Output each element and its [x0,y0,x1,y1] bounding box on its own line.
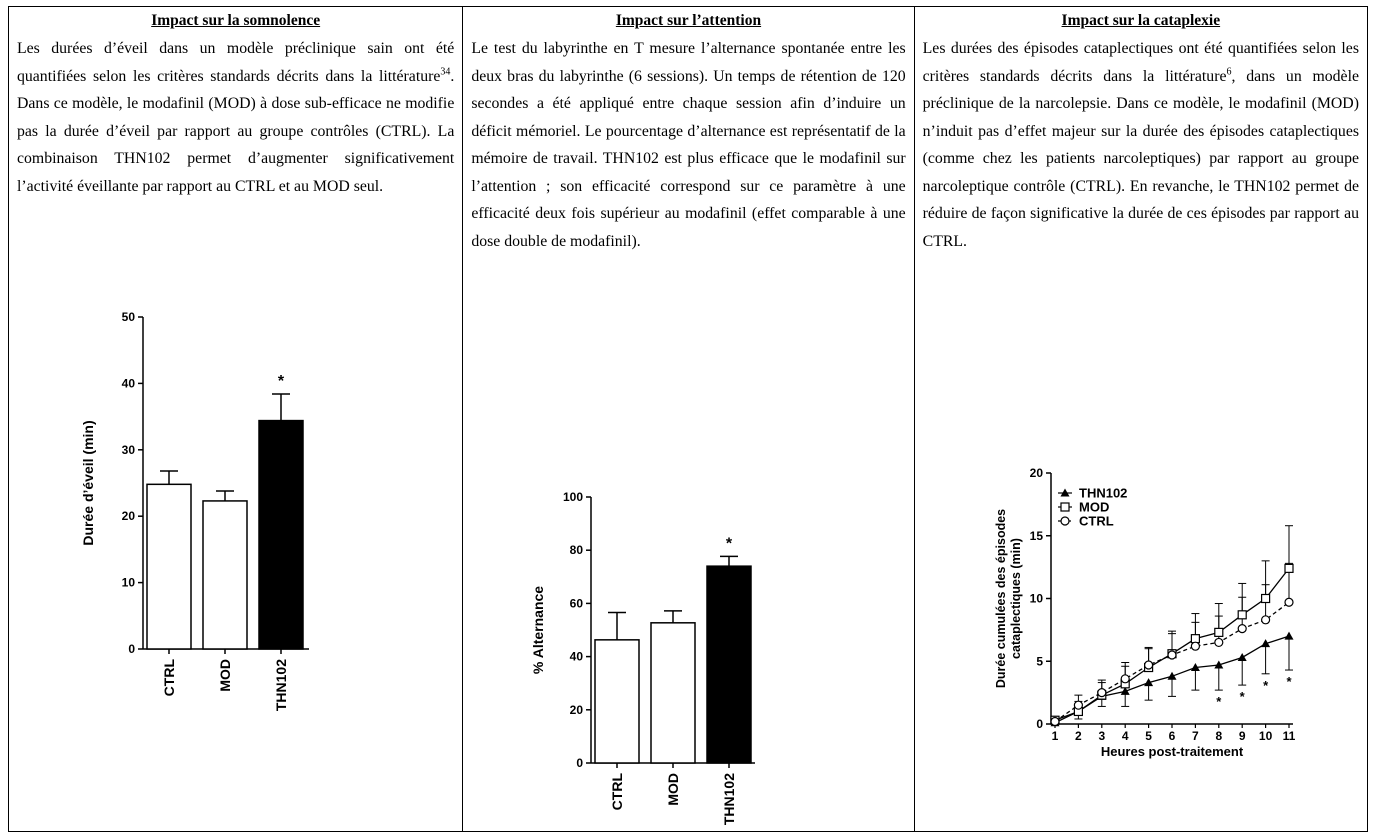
data-point-mod [1284,563,1294,573]
y-axis-label-line1: Durée cumulées des épisodes [994,509,1008,688]
data-point-ctrl [1073,700,1083,710]
y-axis-label: Durée d’éveil (min) [80,420,96,545]
y-tick-label: 20 [122,509,136,523]
data-point-thn102 [1213,660,1223,669]
bar-mod [202,500,248,650]
column-text: Les durées des épisodes cataplectiques o… [922,40,1359,250]
y-tick-label: 20 [570,703,584,717]
x-tick-label: 4 [1122,729,1129,743]
x-tick-label: CTRL [161,659,177,697]
y-tick-label: 60 [570,596,584,610]
x-axis-label: Heures post-traitement [1101,744,1244,759]
significance-marker: * [278,373,285,390]
legend-label: CTRL [1079,514,1114,529]
legend-marker-mod [1060,502,1070,512]
y-axis-label-line2: cataplectiques (min) [1009,538,1023,659]
data-point-ctrl [1237,624,1247,634]
x-tick-label: CTRL [609,773,625,811]
data-point-thn102 [1190,663,1200,672]
y-tick-label: 0 [1036,717,1043,731]
wake-duration-bar-chart: 0 10 20 30 40 50 Durée d’éveil (min) CTRL MOD * TH… [80,310,309,711]
data-point-ctrl [1143,660,1153,670]
y-tick-label: 20 [1029,466,1043,480]
legend-label: THN102 [1079,486,1127,501]
y-axis-label: % Alternance [530,586,546,674]
x-tick-label: 3 [1098,729,1105,743]
data-point-thn102 [1237,652,1247,661]
y-tick-label: 50 [122,310,136,324]
bar-ctrl [146,483,192,650]
data-point-ctrl [1050,716,1060,727]
data-point-ctrl [1167,650,1177,660]
column-cataplexie: Impact sur la cataplexie Les durées des … [913,7,1367,831]
y-tick-label: 100 [563,490,583,504]
y-tick-label: 10 [1029,592,1043,606]
data-point-thn102 [1167,671,1177,680]
y-tick-label: 15 [1029,529,1043,543]
alternation-bar-chart: 0 20 40 60 80 100 % Alternance CTRL MOD * THN102 [530,490,756,825]
content-table: Impact sur la somnolence Les durées d’év… [8,6,1368,832]
significance-marker: * [1286,674,1292,689]
x-tick-label: 11 [1282,729,1295,743]
data-point-ctrl [1096,688,1107,698]
y-tick-label: 40 [570,650,584,664]
data-point-ctrl [1190,641,1200,651]
x-tick-label: 2 [1075,729,1082,743]
data-point-mod [1213,627,1224,637]
data-point-ctrl [1260,615,1270,625]
data-point-thn102 [1260,639,1270,648]
column-text: Les durées d’éveil dans un modèle précli… [17,40,455,195]
y-tick-label: 0 [128,642,135,656]
column-text: Le test du labyrinthe en T mesure l’alte… [471,40,906,250]
x-tick-label: 9 [1239,729,1246,743]
bar-ctrl [594,639,641,764]
bar-mod [650,622,697,764]
x-tick-label: THN102 [273,659,289,711]
cataplexy-line-chart: 0 5 10 15 20 1 2 3 4 5 6 7 8 9 10 11 Heures post-traitem… [994,466,1296,759]
x-tick-label: 5 [1145,729,1152,743]
column-somnolence: Impact sur la somnolence Les durées d’év… [9,7,462,831]
data-point-thn102 [1120,686,1130,695]
significance-marker: * [726,535,733,552]
y-tick-label: 80 [570,543,584,557]
y-tick-label: 0 [577,756,584,770]
data-point-ctrl [1284,597,1294,607]
x-tick-label: THN102 [721,773,737,825]
significance-marker: * [1239,689,1245,704]
y-tick-label: 30 [122,443,136,457]
legend-marker-ctrl [1060,516,1070,526]
legend-marker-thn102 [1060,488,1070,497]
column-title: Impact sur la cataplexie [1061,12,1221,29]
x-tick-label: 6 [1168,729,1175,743]
data-point-ctrl [1120,674,1130,684]
legend-label: MOD [1079,500,1109,515]
data-point-mod [1237,610,1247,620]
column-title: Impact sur la somnolence [151,12,321,29]
significance-marker: * [1263,678,1269,693]
x-tick-label: MOD [217,659,233,692]
column-attention: Impact sur l’attention Le test du labyri… [462,7,913,831]
x-tick-label: 1 [1051,729,1058,743]
column-title: Impact sur l’attention [615,12,762,29]
x-tick-label: 7 [1192,729,1199,743]
data-point-thn102 [1284,631,1294,640]
data-point-ctrl [1213,637,1224,648]
x-tick-label: MOD [665,773,681,806]
x-tick-label: 8 [1215,729,1222,743]
bar-thn102 [706,565,753,764]
data-point-mod [1190,634,1200,644]
x-tick-label: 10 [1259,729,1273,743]
y-tick-label: 40 [122,376,136,390]
significance-marker: * [1216,694,1222,709]
data-point-mod [1260,593,1270,604]
bar-thn102 [258,419,304,650]
data-point-thn102 [1143,678,1153,687]
y-tick-label: 5 [1036,654,1043,668]
y-tick-label: 10 [122,576,136,590]
